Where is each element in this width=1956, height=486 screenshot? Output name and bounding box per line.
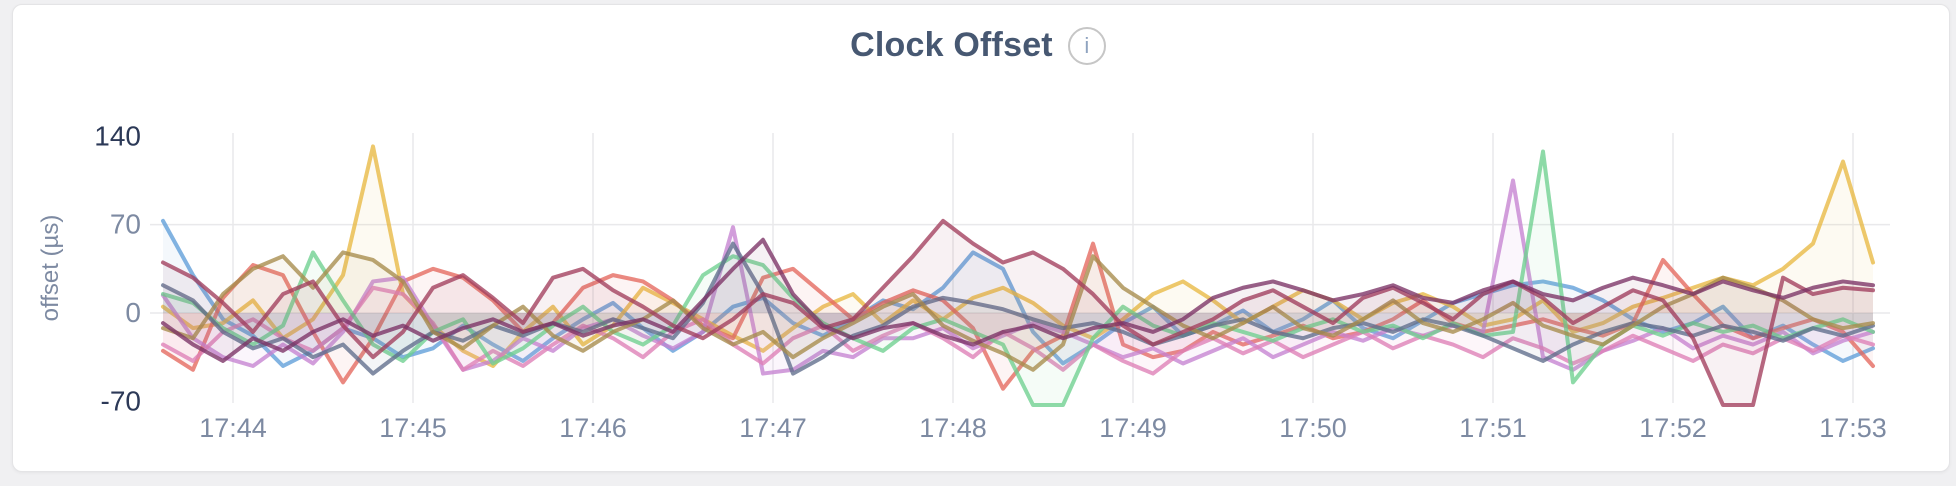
- series-area-node-olive: [163, 252, 1873, 370]
- series-area-node-gold: [163, 146, 1873, 367]
- page-title: Clock Offset: [850, 26, 1053, 64]
- x-tick-label: 17:45: [379, 413, 447, 443]
- x-tick-label: 17:52: [1639, 413, 1707, 443]
- y-axis-title: offset (µs): [37, 215, 64, 322]
- series-area-node-green: [163, 151, 1873, 405]
- chart-header: Clock Offset i: [0, 26, 1956, 65]
- series-line-node-green: [161, 149, 1875, 407]
- series-area-node-wine: [163, 220, 1873, 405]
- series-line-node-plum: [161, 237, 1875, 363]
- x-tick-label: 17:53: [1819, 413, 1887, 443]
- x-tick-label: 17:51: [1459, 413, 1527, 443]
- x-tick-label: 17:47: [739, 413, 807, 443]
- y-tick-label: 70: [110, 209, 141, 240]
- series-area-node-plum: [163, 239, 1873, 361]
- series-line-node-olive: [161, 250, 1875, 372]
- y-tick-label: 0: [125, 297, 141, 328]
- x-tick-label: 17:50: [1279, 413, 1347, 443]
- series-line-node-pink: [161, 285, 1875, 376]
- info-icon[interactable]: i: [1067, 26, 1106, 65]
- y-tick-label: -70: [101, 385, 141, 416]
- x-tick-label: 17:48: [919, 413, 987, 443]
- x-tick-label: 17:46: [559, 413, 627, 443]
- x-tick-label: 17:49: [1099, 413, 1167, 443]
- x-tick-label: 17:44: [199, 413, 267, 443]
- chart-card: [12, 4, 1950, 472]
- series-line-node-salmon: [161, 241, 1875, 391]
- chart-plot-area[interactable]: [150, 133, 1890, 403]
- series-line-node-wine: [161, 218, 1875, 407]
- info-icon-glyph: i: [1084, 32, 1090, 58]
- y-tick-label: 140: [94, 120, 141, 151]
